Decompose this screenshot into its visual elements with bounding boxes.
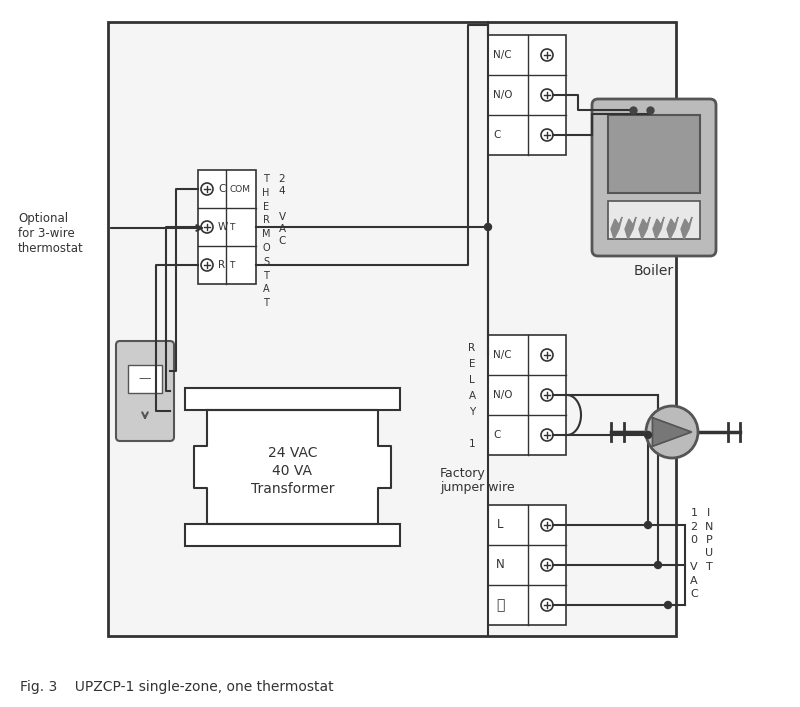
Text: T: T bbox=[229, 260, 234, 269]
Text: N/C: N/C bbox=[493, 350, 512, 360]
Bar bbox=[608, 201, 700, 239]
Circle shape bbox=[485, 223, 491, 230]
Polygon shape bbox=[667, 217, 678, 239]
Text: H: H bbox=[262, 188, 270, 198]
Bar bbox=[488, 505, 566, 625]
Text: 0: 0 bbox=[690, 535, 698, 545]
Text: C: C bbox=[278, 237, 286, 247]
Text: Transformer: Transformer bbox=[250, 482, 334, 496]
Text: Y: Y bbox=[469, 407, 475, 417]
Text: T: T bbox=[706, 562, 712, 572]
Text: A: A bbox=[278, 224, 286, 234]
Circle shape bbox=[654, 561, 662, 568]
Polygon shape bbox=[611, 217, 622, 239]
Text: T: T bbox=[263, 271, 269, 281]
Text: T: T bbox=[263, 298, 269, 308]
Bar bbox=[198, 170, 256, 284]
Bar bbox=[108, 22, 676, 636]
Bar bbox=[488, 35, 566, 155]
Bar bbox=[185, 524, 400, 546]
Text: V: V bbox=[278, 211, 286, 221]
Bar bbox=[608, 115, 700, 193]
Text: C: C bbox=[493, 430, 500, 440]
Text: 24 VAC: 24 VAC bbox=[268, 446, 318, 460]
Text: N/C: N/C bbox=[493, 50, 512, 60]
Text: V: V bbox=[690, 562, 698, 572]
Text: S: S bbox=[263, 257, 269, 267]
Circle shape bbox=[645, 431, 651, 438]
Text: N: N bbox=[705, 522, 713, 532]
Polygon shape bbox=[625, 217, 636, 239]
Text: COM: COM bbox=[229, 185, 250, 194]
Text: O: O bbox=[262, 243, 270, 253]
Bar bbox=[488, 335, 566, 455]
Text: ⏚: ⏚ bbox=[496, 598, 504, 612]
Text: R: R bbox=[218, 260, 225, 270]
Text: N/O: N/O bbox=[493, 90, 513, 100]
FancyBboxPatch shape bbox=[116, 341, 174, 441]
Text: N: N bbox=[496, 559, 504, 571]
Text: R: R bbox=[262, 216, 270, 226]
Text: thermostat: thermostat bbox=[18, 242, 84, 255]
Text: 1: 1 bbox=[690, 508, 698, 518]
FancyBboxPatch shape bbox=[592, 99, 716, 256]
Text: L: L bbox=[469, 375, 475, 385]
Bar bbox=[128, 365, 162, 393]
Circle shape bbox=[665, 602, 671, 609]
Text: E: E bbox=[469, 359, 475, 369]
Text: for 3-wire: for 3-wire bbox=[18, 227, 74, 240]
Text: A: A bbox=[690, 575, 698, 585]
Polygon shape bbox=[681, 217, 692, 239]
Text: E: E bbox=[263, 201, 269, 211]
Text: Boiler: Boiler bbox=[634, 264, 674, 278]
Text: T: T bbox=[263, 174, 269, 184]
Text: L: L bbox=[497, 518, 503, 532]
Text: Factory: Factory bbox=[440, 467, 486, 480]
Text: A: A bbox=[469, 391, 475, 401]
Text: C: C bbox=[493, 130, 500, 140]
Polygon shape bbox=[639, 217, 650, 239]
Text: M: M bbox=[262, 229, 270, 239]
Text: jumper wire: jumper wire bbox=[440, 481, 514, 494]
Text: Fig. 3    UPZCP-1 single-zone, one thermostat: Fig. 3 UPZCP-1 single-zone, one thermost… bbox=[20, 680, 334, 694]
Polygon shape bbox=[194, 410, 391, 524]
Text: A: A bbox=[262, 284, 270, 294]
Polygon shape bbox=[653, 217, 664, 239]
Circle shape bbox=[645, 522, 651, 529]
Text: P: P bbox=[706, 535, 712, 545]
Text: 2: 2 bbox=[690, 522, 698, 532]
Text: I: I bbox=[707, 508, 710, 518]
Text: 2: 2 bbox=[278, 174, 286, 184]
Text: C: C bbox=[690, 589, 698, 599]
Circle shape bbox=[646, 406, 698, 458]
Text: 40 VA: 40 VA bbox=[273, 464, 313, 478]
Text: N/O: N/O bbox=[493, 390, 513, 400]
Text: Optional: Optional bbox=[18, 212, 68, 225]
Text: 4: 4 bbox=[278, 187, 286, 197]
Text: U: U bbox=[705, 549, 713, 559]
Polygon shape bbox=[653, 418, 691, 446]
Text: 1: 1 bbox=[469, 439, 475, 449]
Text: —: — bbox=[138, 373, 151, 385]
Text: W: W bbox=[218, 222, 228, 232]
Text: R: R bbox=[469, 343, 475, 353]
Text: T: T bbox=[229, 223, 234, 231]
Bar bbox=[185, 388, 400, 410]
Text: C: C bbox=[218, 184, 226, 194]
